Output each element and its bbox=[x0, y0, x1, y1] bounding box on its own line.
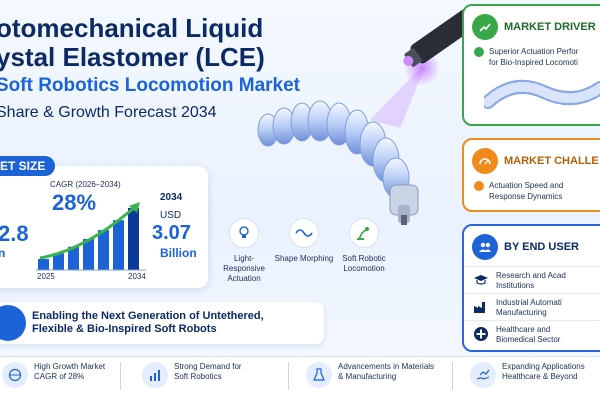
highlight-line-1: High Growth Market bbox=[34, 362, 106, 371]
driver-line-2: for Bio-Inspired Locomoti bbox=[489, 58, 578, 67]
growth-chart-icon bbox=[472, 14, 498, 40]
end-value: 3.07 bbox=[152, 222, 191, 244]
graduation-cap-icon bbox=[472, 271, 490, 289]
bar bbox=[68, 246, 79, 270]
feature-label: Soft Robotic Locomotion bbox=[342, 254, 386, 273]
highlight-growth: High Growth Market CAGR of 28% bbox=[2, 362, 105, 388]
end-user-line-2: Biomedical Sector bbox=[496, 335, 561, 344]
divider bbox=[288, 362, 289, 390]
title-line-2: ystal Elastomer (LCE) bbox=[0, 42, 265, 72]
flask-icon bbox=[306, 362, 332, 388]
feature-label: Light-Responsive Actuation bbox=[223, 254, 265, 283]
end-year: 2034 bbox=[160, 192, 183, 203]
market-size-tag: ET SIZE bbox=[0, 156, 56, 176]
bottom-highlights-bar bbox=[0, 356, 600, 400]
end-user-line-1: Research and Acad bbox=[496, 271, 566, 280]
title-line-3: Soft Robotics Locomotion Market bbox=[0, 75, 300, 96]
feature-label: Shape Morphing bbox=[274, 254, 334, 263]
bar bbox=[113, 220, 124, 270]
end-user-heading: BY END USER bbox=[504, 241, 579, 253]
divider bbox=[452, 362, 453, 390]
page-title: otomechanical Liquid ystal Elastomer (LC… bbox=[0, 14, 326, 124]
trend-arrow-head bbox=[129, 202, 140, 213]
highlight-line-1: Advancements in Materials bbox=[338, 362, 435, 371]
challenge-line-2: Response Dynamics bbox=[489, 192, 563, 201]
end-user-line-2: Manufacturing bbox=[496, 308, 547, 317]
tagline-line-2: Flexible & Bio-Inspired Soft Robots bbox=[32, 323, 217, 335]
users-icon bbox=[472, 234, 498, 260]
title-line-1: otomechanical Liquid bbox=[0, 13, 264, 43]
market-drivers-panel: MARKET DRIVER Superior Actuation Perfor f… bbox=[462, 4, 600, 126]
challenges-heading: MARKET CHALLE bbox=[504, 155, 599, 167]
cagr-value: 28% bbox=[52, 190, 97, 215]
feature-light-responsive: Light-Responsive Actuation bbox=[214, 218, 274, 284]
bar bbox=[38, 258, 49, 270]
feature-shape-morphing: Shape Morphing bbox=[274, 218, 334, 264]
bar bbox=[83, 239, 94, 270]
end-user-item: Industrial Automati Manufacturing bbox=[464, 293, 600, 320]
challenge-line-1: Actuation Speed and bbox=[489, 181, 564, 190]
lightbulb-icon bbox=[229, 218, 259, 248]
highlight-applications: Expanding Applications Healthcare & Beyon… bbox=[470, 362, 585, 388]
end-user-line-1: Industrial Automati bbox=[496, 298, 562, 307]
highlight-line-1: Strong Demand for bbox=[174, 362, 242, 371]
feature-soft-locomotion: Soft Robotic Locomotion bbox=[334, 218, 394, 274]
soft-robot-illustration bbox=[257, 9, 465, 225]
medical-cross-icon bbox=[472, 325, 490, 343]
tagline-text: Enabling the Next Generation of Untether… bbox=[32, 310, 264, 336]
check-icon bbox=[474, 47, 484, 57]
hand-growth-icon bbox=[470, 362, 496, 388]
axis-start-label: 2025 bbox=[37, 272, 55, 281]
trend-arrow bbox=[39, 204, 137, 260]
start-value: 2.8 bbox=[0, 221, 29, 246]
start-unit: n bbox=[0, 246, 6, 260]
end-user-item: Research and Acad Institutions bbox=[464, 266, 600, 293]
tagline-banner: Enabling the Next Generation of Untether… bbox=[0, 302, 324, 344]
globe-icon bbox=[2, 362, 28, 388]
highlight-line-2: Soft Robotics bbox=[174, 372, 222, 381]
highlight-demand: Strong Demand for Soft Robotics bbox=[142, 362, 242, 388]
driver-line-1: Superior Actuation Perfor bbox=[489, 47, 579, 56]
end-user-item: Healthcare and Biomedical Sector bbox=[464, 320, 600, 347]
robot-worm-icon bbox=[481, 79, 600, 109]
end-user-panel: BY END USER Research and Acad Institution… bbox=[462, 224, 600, 352]
end-unit: Billion bbox=[160, 246, 197, 260]
highlight-line-2: Healthcare & Beyond bbox=[502, 372, 578, 381]
bar bbox=[53, 253, 64, 270]
bar bbox=[128, 208, 139, 270]
cagr-label: CAGR (2026–2034) bbox=[50, 180, 121, 189]
robot-arm-icon bbox=[349, 218, 379, 248]
highlight-line-2: & Manufacturing bbox=[338, 372, 397, 381]
end-user-line-2: Institutions bbox=[496, 281, 535, 290]
currency-label: USD bbox=[160, 210, 182, 221]
robot-badge-icon bbox=[0, 305, 26, 341]
highlight-materials: Advancements in Materials & Manufacturing bbox=[306, 362, 434, 388]
market-challenges-panel: MARKET CHALLE Actuation Speed and Respons… bbox=[462, 138, 600, 212]
drivers-heading: MARKET DRIVER bbox=[504, 21, 596, 33]
growth-bar-chart bbox=[36, 202, 146, 271]
end-user-line-1: Healthcare and bbox=[496, 325, 551, 334]
highlight-line-1: Expanding Applications bbox=[502, 362, 585, 371]
bar-chart-icon bbox=[142, 362, 168, 388]
highlight-line-2: CAGR of 28% bbox=[34, 372, 85, 381]
title-subtitle: Share & Growth Forecast 2034 bbox=[0, 104, 217, 121]
bar bbox=[98, 230, 109, 270]
warning-icon bbox=[474, 181, 484, 191]
factory-icon bbox=[472, 298, 490, 316]
axis-end-label: 2034 bbox=[128, 272, 146, 281]
tagline-line-1: Enabling the Next Generation of Untether… bbox=[32, 310, 264, 322]
wave-icon bbox=[289, 218, 319, 248]
divider bbox=[120, 362, 121, 390]
gauge-icon bbox=[472, 148, 498, 174]
